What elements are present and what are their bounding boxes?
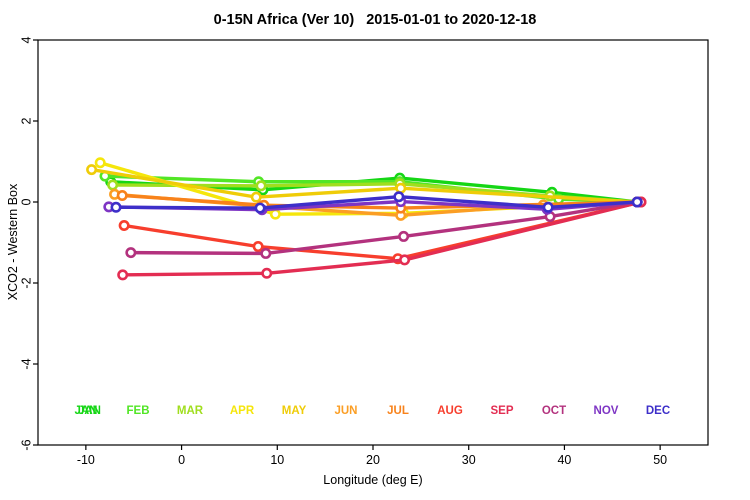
data-point-jul [116, 190, 128, 202]
legend-item-nov: NOV [594, 405, 619, 417]
data-point-may [86, 164, 98, 176]
data-point-sep [399, 254, 411, 266]
x-tick-label: 0 [178, 453, 185, 467]
x-axis-label: Longitude (deg E) [323, 473, 423, 487]
data-point-oct [398, 230, 410, 242]
y-axis-label: XCO2 - Western Box [6, 183, 20, 301]
legend-item-may: MAY [282, 405, 307, 417]
data-point-oct [125, 247, 137, 259]
legend-item-dec: DEC [646, 405, 670, 417]
legend-item-jul: JUL [387, 405, 409, 417]
data-point-may [395, 182, 407, 194]
plot-border [37, 39, 709, 446]
legend-item-jan: JAN [78, 405, 101, 417]
data-point-dec [393, 191, 405, 203]
legend-item-jan: JAN [74, 405, 97, 417]
y-tick-label: 4 [19, 36, 33, 43]
data-point-aug [252, 241, 264, 253]
x-tick-label: 50 [653, 453, 667, 467]
data-point-apr [269, 208, 281, 220]
data-point-may [250, 191, 262, 203]
data-point-sep [261, 267, 273, 279]
data-point-dec [631, 196, 643, 208]
data-point-mar [255, 180, 267, 192]
x-tick-label: 10 [270, 453, 284, 467]
y-tick-label: -6 [19, 439, 33, 450]
x-tick-label: 20 [366, 453, 380, 467]
legend-item-sep: SEP [490, 405, 513, 417]
legend-item-jun: JUN [334, 405, 357, 417]
data-point-mar [107, 179, 119, 191]
chart-title: 0-15N Africa (Ver 10) 2015-01-01 to 2020… [213, 12, 537, 28]
y-tick-label: -4 [19, 358, 33, 369]
legend-item-oct: OCT [542, 405, 566, 417]
x-tick-label: 30 [462, 453, 476, 467]
y-tick-label: 2 [19, 117, 33, 124]
series-line-may [89, 167, 639, 204]
data-point-dec [110, 201, 122, 213]
y-tick-label: -2 [19, 277, 33, 288]
data-point-aug [118, 219, 130, 231]
x-tick-label: -10 [77, 453, 95, 467]
series-line-sep [121, 200, 643, 277]
legend-item-mar: MAR [177, 405, 204, 417]
data-point-dec [254, 202, 266, 214]
x-tick-label: 40 [557, 453, 571, 467]
legend-item-feb: FEB [127, 405, 150, 417]
legend-item-aug: AUG [437, 405, 463, 417]
data-point-apr [94, 157, 106, 169]
data-point-oct [260, 247, 272, 259]
data-point-dec [542, 201, 554, 213]
series-line-aug [122, 200, 643, 261]
y-tick-label: 0 [19, 198, 33, 205]
legend-item-apr: APR [230, 405, 255, 417]
data-point-sep [117, 269, 129, 281]
